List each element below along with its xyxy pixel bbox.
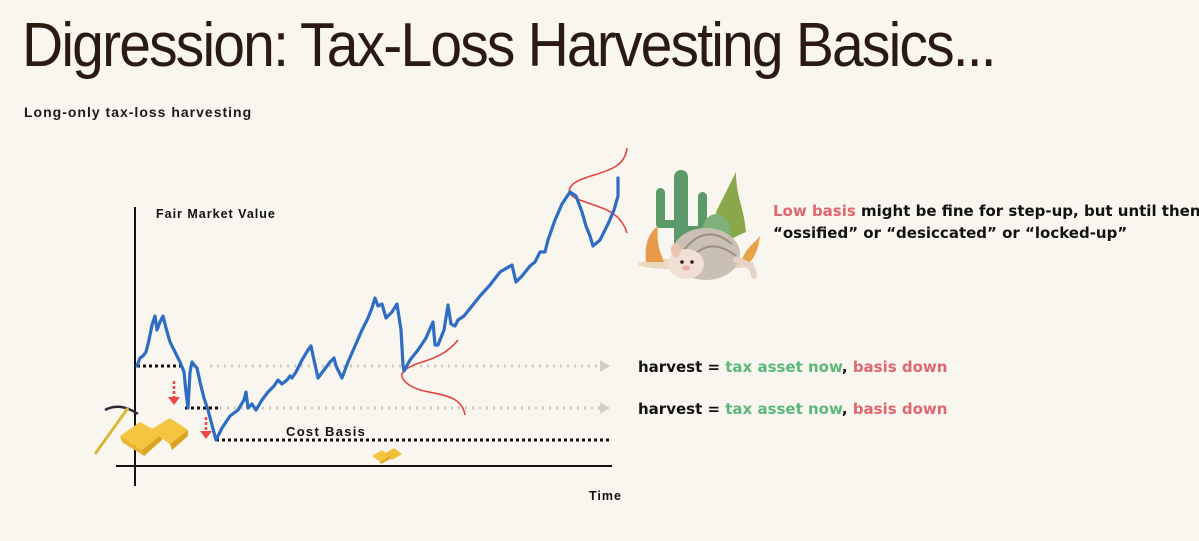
low-basis-rest: might be fine for step-up, but until the… bbox=[855, 202, 1199, 220]
pickaxe-icon bbox=[93, 405, 188, 456]
gold-bars-icon bbox=[120, 418, 188, 456]
small-gold-bars-icon bbox=[372, 448, 402, 464]
guide-arrowhead-icon bbox=[600, 360, 610, 372]
basis-down-text: basis down bbox=[852, 400, 948, 418]
separator: , bbox=[841, 400, 853, 418]
low-basis-highlight: Low basis bbox=[773, 202, 856, 220]
harvest-prefix: harvest = bbox=[638, 400, 726, 418]
harvest-prefix: harvest = bbox=[638, 358, 726, 376]
harvest-note-2: harvest = tax asset now, basis down bbox=[638, 398, 947, 420]
x-axis-label: Time bbox=[589, 489, 622, 503]
cactus-armadillo-illustration bbox=[638, 170, 760, 280]
low-basis-note: Low basis might be fine for step-up, but… bbox=[773, 200, 1199, 244]
low-basis-line2: “ossified” or “desiccated” or “locked-up… bbox=[773, 224, 1128, 242]
separator: , bbox=[841, 358, 853, 376]
harvest-note-1: harvest = tax asset now, basis down bbox=[638, 356, 947, 378]
down-arrow-icon bbox=[168, 381, 180, 405]
down-arrow-icon bbox=[200, 417, 212, 439]
tax-asset-text: tax asset now bbox=[725, 400, 842, 418]
return-distribution-curve-1 bbox=[401, 339, 466, 416]
basis-down-text: basis down bbox=[852, 358, 948, 376]
slide-title: Digression: Tax-Loss Harvesting Basics..… bbox=[22, 11, 997, 80]
fair-market-value-line bbox=[135, 176, 620, 442]
cost-basis-label: Cost Basis bbox=[286, 424, 367, 439]
slide-subtitle: Long-only tax-loss harvesting bbox=[24, 104, 253, 120]
guide-arrowhead-icon bbox=[600, 402, 610, 414]
y-axis-label: Fair Market Value bbox=[156, 207, 276, 221]
tax-asset-text: tax asset now bbox=[725, 358, 842, 376]
